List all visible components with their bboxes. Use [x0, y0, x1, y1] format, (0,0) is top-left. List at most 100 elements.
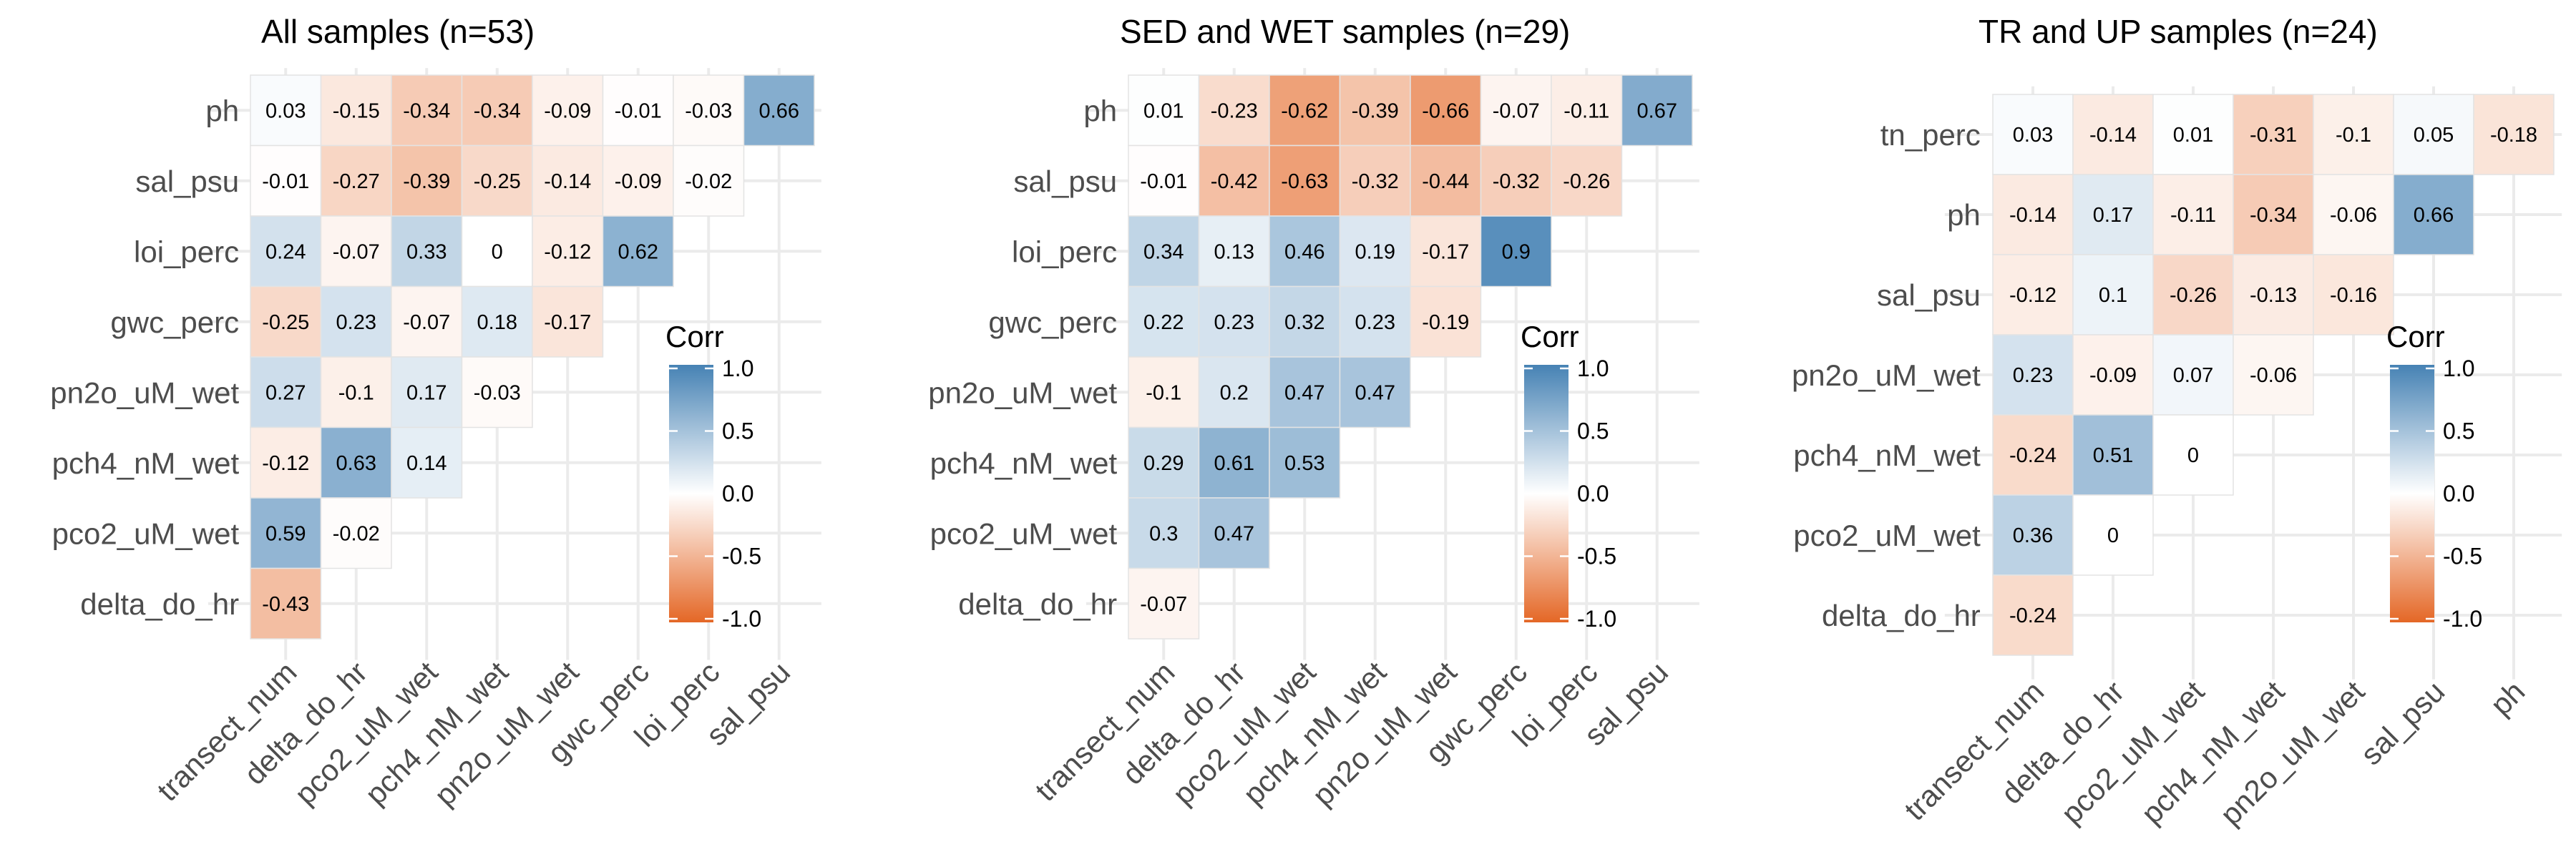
heatmap-cell: [1621, 74, 1693, 147]
cell-label: -0.14: [2089, 124, 2137, 147]
heatmap-cell: [1992, 414, 2074, 496]
y-tick-label: sal_psu: [1013, 165, 1117, 198]
cell-label: 0.03: [265, 99, 306, 122]
cell-label: 0.47: [1355, 381, 1395, 404]
cells: 0.01 -0.23 -0.62 -0.39 -0.66 -0.07 -0.11 0.67 -0…: [1128, 74, 1693, 640]
cell-label: -0.07: [333, 240, 380, 263]
cell-label: 0.18: [477, 311, 517, 334]
legend-title: Corr: [1521, 320, 1579, 353]
cell-label: -0.02: [685, 170, 732, 193]
y-tick-label: pn2o_uM_wet: [50, 376, 239, 409]
cell-label: -0.06: [2330, 204, 2377, 227]
heatmap-cell: [1128, 497, 1200, 569]
cell-label: -0.03: [685, 99, 732, 122]
heatmap-cell: [2072, 494, 2154, 576]
y-tick-label: ph: [1083, 94, 1117, 127]
cell-label: -0.01: [262, 170, 309, 193]
cell-label: 0.03: [2013, 124, 2053, 147]
heatmap-cell: [250, 497, 322, 569]
y-tick-label: loi_perc: [1012, 235, 1117, 268]
heatmap-cell: [1339, 356, 1411, 428]
legend-tick-label: 0.0: [1577, 481, 1609, 506]
x-tick-label: pch4_nM_wet: [2135, 674, 2290, 830]
cell-label: 0.62: [618, 240, 658, 263]
cell-label: -0.02: [333, 522, 380, 545]
cell-label: -0.26: [2170, 284, 2217, 307]
cell-label: 0.46: [1284, 240, 1324, 263]
heatmap-cell: [602, 145, 674, 217]
cell-label: -0.03: [474, 381, 521, 404]
legend-tick-label: -0.5: [1577, 544, 1616, 569]
heatmap-cell: [391, 215, 463, 288]
heatmap-cell: [461, 215, 533, 288]
y-tick-label: pch4_nM_wet: [1793, 439, 1981, 472]
x-tick-labels: transect_numdelta_do_hrpco2_uM_wetpch4_n…: [150, 655, 796, 812]
cell-label: 0: [2187, 444, 2199, 467]
cell-label: 0.2: [1220, 381, 1249, 404]
legend-title: Corr: [2386, 320, 2445, 353]
heatmap-cell: [461, 356, 533, 428]
heatmap-cell: [1128, 426, 1200, 499]
heatmap-cell: [250, 567, 322, 640]
heatmap-cell: [532, 74, 604, 147]
cell-label: -0.09: [2089, 364, 2137, 387]
cell-label: -0.11: [2170, 204, 2216, 227]
legend-tick-label: -1.0: [1577, 606, 1616, 632]
legend-tick-label: 1.0: [1577, 356, 1609, 381]
cell-label: -0.15: [333, 99, 380, 122]
cell-label: -0.43: [262, 593, 309, 616]
cell-label: 0.66: [2414, 204, 2454, 227]
cell-label: -0.27: [333, 170, 380, 193]
heatmap-cell: [2313, 94, 2394, 175]
cell-label: 0.32: [1284, 311, 1324, 334]
cell-label: -0.11: [1563, 99, 1609, 122]
cell-label: 0.01: [1143, 99, 1184, 122]
y-tick-label: gwc_perc: [988, 305, 1117, 339]
heatmap-cell: [250, 356, 322, 428]
cell-label: -0.63: [1281, 170, 1328, 193]
y-tick-label: sal_psu: [135, 165, 239, 198]
x-tick-label: pn2o_uM_wet: [2214, 675, 2371, 832]
cell-label: 0.22: [1143, 311, 1184, 334]
heatmap-cell: [250, 145, 322, 217]
legend-tick-label: 0.0: [722, 481, 753, 506]
cell-label: -0.39: [1352, 99, 1399, 122]
heatmap-cell: [2152, 334, 2234, 416]
legend-title: Corr: [665, 320, 724, 353]
heatmap-cell: [320, 215, 392, 288]
heatmap-cell: [2393, 174, 2474, 255]
y-tick-label: sal_psu: [1877, 278, 1981, 312]
cell-label: -0.19: [1422, 311, 1469, 334]
cell-label: -0.01: [1140, 170, 1187, 193]
cell-label: 0.59: [265, 522, 306, 545]
heatmap-cell: [673, 145, 745, 217]
y-tick-label: pch4_nM_wet: [930, 446, 1118, 480]
heatmap-cell: [2072, 254, 2154, 336]
cells: 0.03 -0.14 0.01 -0.31 -0.1 0.05 -0.18 -0.14 0.17…: [1992, 94, 2555, 656]
heatmap-cell: [532, 285, 604, 358]
heatmap-cell: [1128, 285, 1200, 358]
cell-label: -0.07: [1140, 593, 1187, 616]
heatmap-cell: [320, 145, 392, 217]
legend-tick-label: 1.0: [2443, 356, 2474, 381]
heatmap-cell: [1269, 426, 1341, 499]
y-tick-label: pco2_uM_wet: [1793, 519, 1981, 552]
heatmap-cell: [1128, 74, 1200, 147]
cell-label: -0.17: [544, 311, 591, 334]
legend-tick-label: -0.5: [2443, 544, 2482, 569]
cell-label: 0.14: [406, 452, 447, 475]
cell-label: 0.34: [1143, 240, 1184, 263]
cell-label: 0.07: [2173, 364, 2213, 387]
panel-2: SED and WET samples (n=29) 0.01 -0.23 -0.62…: [928, 13, 1699, 812]
cell-label: 0: [2107, 524, 2119, 547]
legend: Corr 1.0 0.5 0.0 -0.5 -1.0: [1521, 320, 1616, 632]
heatmap-cell: [250, 285, 322, 358]
legend-tick-label: -0.5: [722, 544, 761, 569]
legend-tick-label: 0.0: [2443, 481, 2474, 506]
heatmap-cell: [1992, 574, 2074, 656]
heatmap-cell: [1269, 145, 1341, 217]
cell-label: -0.1: [1146, 381, 1181, 404]
panel-1: All samples (n=53) 0.03 -0.15 -0.34 -0.34 -0.…: [50, 13, 821, 812]
